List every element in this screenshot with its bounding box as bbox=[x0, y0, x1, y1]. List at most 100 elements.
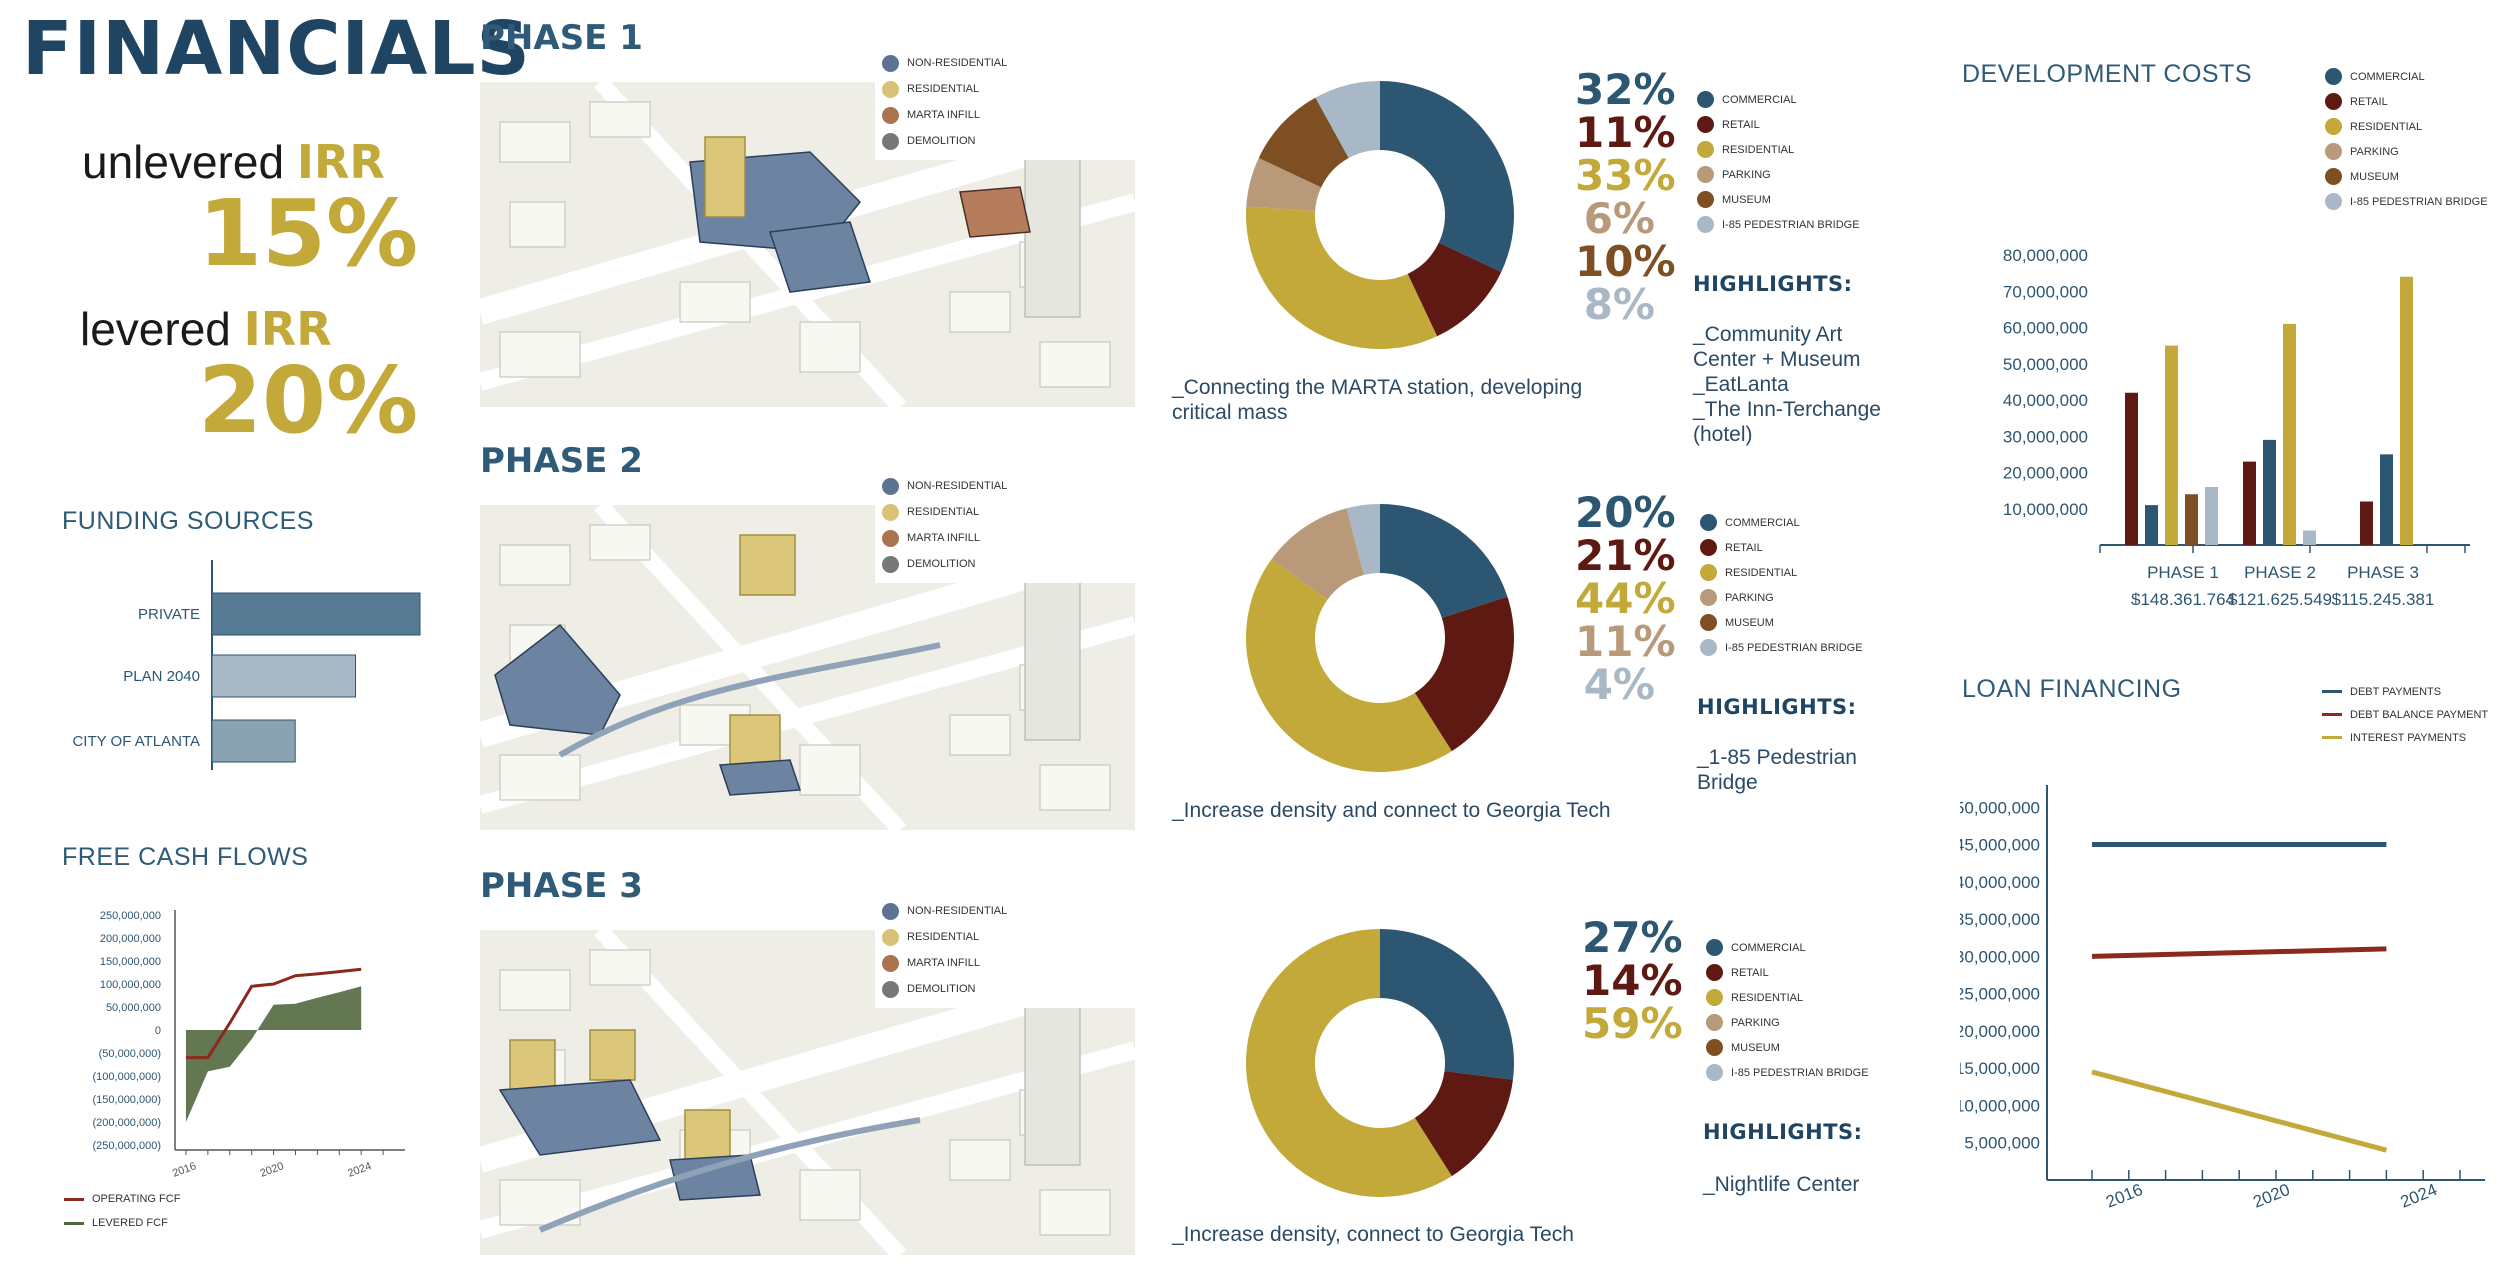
map-building bbox=[499, 969, 571, 1011]
donut-slice bbox=[1315, 81, 1380, 159]
phase-caption: _Connecting the MARTA station, developin… bbox=[1172, 376, 1583, 424]
fcf-legend-levered-label: LEVERED FCF bbox=[92, 1217, 168, 1229]
phase-donut-chart bbox=[1246, 81, 1514, 349]
category-legend-label: RETAIL bbox=[1731, 966, 1769, 979]
donut-slice bbox=[1246, 206, 1438, 349]
legend-swatch-icon bbox=[1697, 216, 1714, 233]
fcf-x-tick-label: 2020 bbox=[258, 1160, 285, 1180]
category-legend: COMMERCIAL RETAIL RESIDENTIAL PARKING MUSEUM… bbox=[1706, 935, 1869, 1085]
map-building bbox=[509, 201, 566, 248]
map-legend-label: DEMOLITION bbox=[907, 558, 976, 570]
legend-swatch-icon bbox=[1706, 1064, 1723, 1081]
map-building bbox=[499, 331, 581, 378]
loan-x-tick-label: 2016 bbox=[2103, 1180, 2145, 1212]
fcf-legend: OPERATING FCF LEVERED FCF bbox=[64, 1187, 180, 1235]
legend-swatch-icon bbox=[882, 902, 899, 920]
highlights-heading: HIGHLIGHTS: bbox=[1697, 695, 1857, 719]
legend-swatch-icon bbox=[2325, 93, 2342, 110]
donut-slice bbox=[1246, 559, 1452, 772]
dev-y-tick-label: 30,000,000 bbox=[2003, 427, 2088, 446]
map-legend-item: RESIDENTIAL bbox=[882, 924, 1007, 950]
fcf-y-tick-label: 250,000,000 bbox=[100, 910, 161, 922]
site-map-image bbox=[480, 505, 1135, 830]
category-legend-item: PARKING bbox=[1706, 1010, 1869, 1035]
map-legend-label: MARTA INFILL bbox=[907, 109, 980, 121]
dev-cost-bar bbox=[2205, 487, 2218, 545]
unlevered-irr-label: unlevered IRR bbox=[82, 135, 385, 189]
map-legend-item: NON-RESIDENTIAL bbox=[882, 50, 1007, 76]
legend-line-icon bbox=[2322, 736, 2342, 739]
map-legend-item: NON-RESIDENTIAL bbox=[882, 473, 1007, 499]
dev-legend-item: COMMERCIAL bbox=[2325, 64, 2488, 89]
legend-swatch-icon bbox=[882, 503, 899, 521]
highlights-heading: HIGHLIGHTS: bbox=[1693, 272, 1853, 296]
loan-legend-label: INTEREST PAYMENTS bbox=[2350, 731, 2467, 744]
map-building bbox=[799, 321, 861, 373]
category-legend-item: RETAIL bbox=[1697, 112, 1860, 137]
page-title: FINANCIALS bbox=[22, 6, 531, 92]
dev-y-tick-label: 60,000,000 bbox=[2003, 319, 2088, 338]
map-legend-item: DEMOLITION bbox=[882, 128, 1007, 154]
free-cash-flows-title: FREE CASH FLOWS bbox=[62, 843, 309, 871]
loan-legend-item: DEBT PAYMENTS bbox=[2322, 680, 2488, 703]
dev-cost-bar bbox=[2380, 454, 2393, 545]
category-legend-item: RESIDENTIAL bbox=[1697, 137, 1860, 162]
phase-caption: _Increase density and connect to Georgia… bbox=[1172, 799, 1611, 822]
donut-slice bbox=[1407, 242, 1502, 337]
dev-cost-bar bbox=[2145, 505, 2158, 545]
category-legend-item: RETAIL bbox=[1700, 535, 1863, 560]
legend-swatch-icon bbox=[1697, 191, 1714, 208]
dev-cost-bar bbox=[2283, 323, 2296, 545]
legend-swatch-icon bbox=[2325, 68, 2342, 85]
legend-line-icon bbox=[2322, 690, 2342, 693]
legend-swatch-icon bbox=[1700, 639, 1717, 656]
fcf-x-tick-label: 2016 bbox=[171, 1160, 198, 1180]
category-legend-label: RESIDENTIAL bbox=[1725, 566, 1798, 579]
dev-cost-bar bbox=[2165, 345, 2178, 545]
fcf-legend-levered: LEVERED FCF bbox=[64, 1211, 180, 1235]
map-legend-backdrop bbox=[875, 82, 1135, 160]
phase-donut-chart bbox=[1246, 929, 1514, 1197]
category-legend-label: PARKING bbox=[1722, 168, 1771, 181]
legend-swatch-icon bbox=[882, 529, 899, 547]
donut-slice bbox=[1246, 929, 1452, 1197]
donut-slice bbox=[1346, 504, 1380, 576]
legend-swatch-icon bbox=[1700, 539, 1717, 556]
legend-swatch-icon bbox=[1700, 564, 1717, 581]
category-legend-label: COMMERCIAL bbox=[1725, 516, 1800, 529]
legend-swatch-icon bbox=[1697, 91, 1714, 108]
dev-category-label: PHASE 2 bbox=[2244, 563, 2316, 582]
phase-title: PHASE 1 bbox=[480, 18, 643, 58]
category-legend-item: I-85 PEDESTRIAN BRIDGE bbox=[1697, 212, 1860, 237]
category-legend-item: RESIDENTIAL bbox=[1700, 560, 1863, 585]
legend-swatch-icon bbox=[1700, 514, 1717, 531]
loan-y-tick-label: 10,000,000 bbox=[1960, 1096, 2040, 1115]
dev-y-tick-label: 20,000,000 bbox=[2003, 464, 2088, 483]
fcf-legend-operating-label: OPERATING FCF bbox=[92, 1193, 181, 1205]
legend-line-icon bbox=[64, 1197, 84, 1201]
loan-y-tick-label: 30,000,000 bbox=[1960, 947, 2040, 966]
dev-total-label: $121,625,549 bbox=[2228, 590, 2332, 605]
category-legend-label: I-85 PEDESTRIAN BRIDGE bbox=[1722, 218, 1860, 231]
map-building bbox=[1039, 764, 1111, 811]
category-legend-item: COMMERCIAL bbox=[1697, 87, 1860, 112]
fcf-operating-line bbox=[185, 967, 362, 1060]
free-cash-flows-chart: 250,000,000 200,000,000 150,000,000 100,000… bbox=[93, 910, 405, 1180]
dev-cost-bar bbox=[2360, 501, 2373, 545]
category-legend-label: COMMERCIAL bbox=[1731, 941, 1806, 954]
highlights-body: _Community Art Center + Museum _EatLanta… bbox=[1693, 323, 1881, 446]
category-legend-item: MUSEUM bbox=[1697, 187, 1860, 212]
map-nonresidential-block bbox=[498, 1079, 662, 1156]
donut-slice bbox=[1380, 504, 1508, 618]
phase-percent-value: 32% bbox=[1575, 65, 1676, 114]
unlevered-irr-suffix: IRR bbox=[296, 135, 385, 189]
map-legend-backdrop bbox=[875, 505, 1135, 583]
fcf-y-tick-label: 200,000,000 bbox=[100, 933, 161, 945]
map-legend-item: MARTA INFILL bbox=[882, 525, 1007, 551]
loan-legend-item: INTEREST PAYMENTS bbox=[2322, 726, 2488, 749]
phase-donut-chart bbox=[1246, 504, 1514, 772]
map-building bbox=[1039, 341, 1111, 388]
fcf-legend-operating: OPERATING FCF bbox=[64, 1187, 180, 1211]
category-legend-item: PARKING bbox=[1700, 585, 1863, 610]
site-map-image bbox=[480, 930, 1135, 1255]
